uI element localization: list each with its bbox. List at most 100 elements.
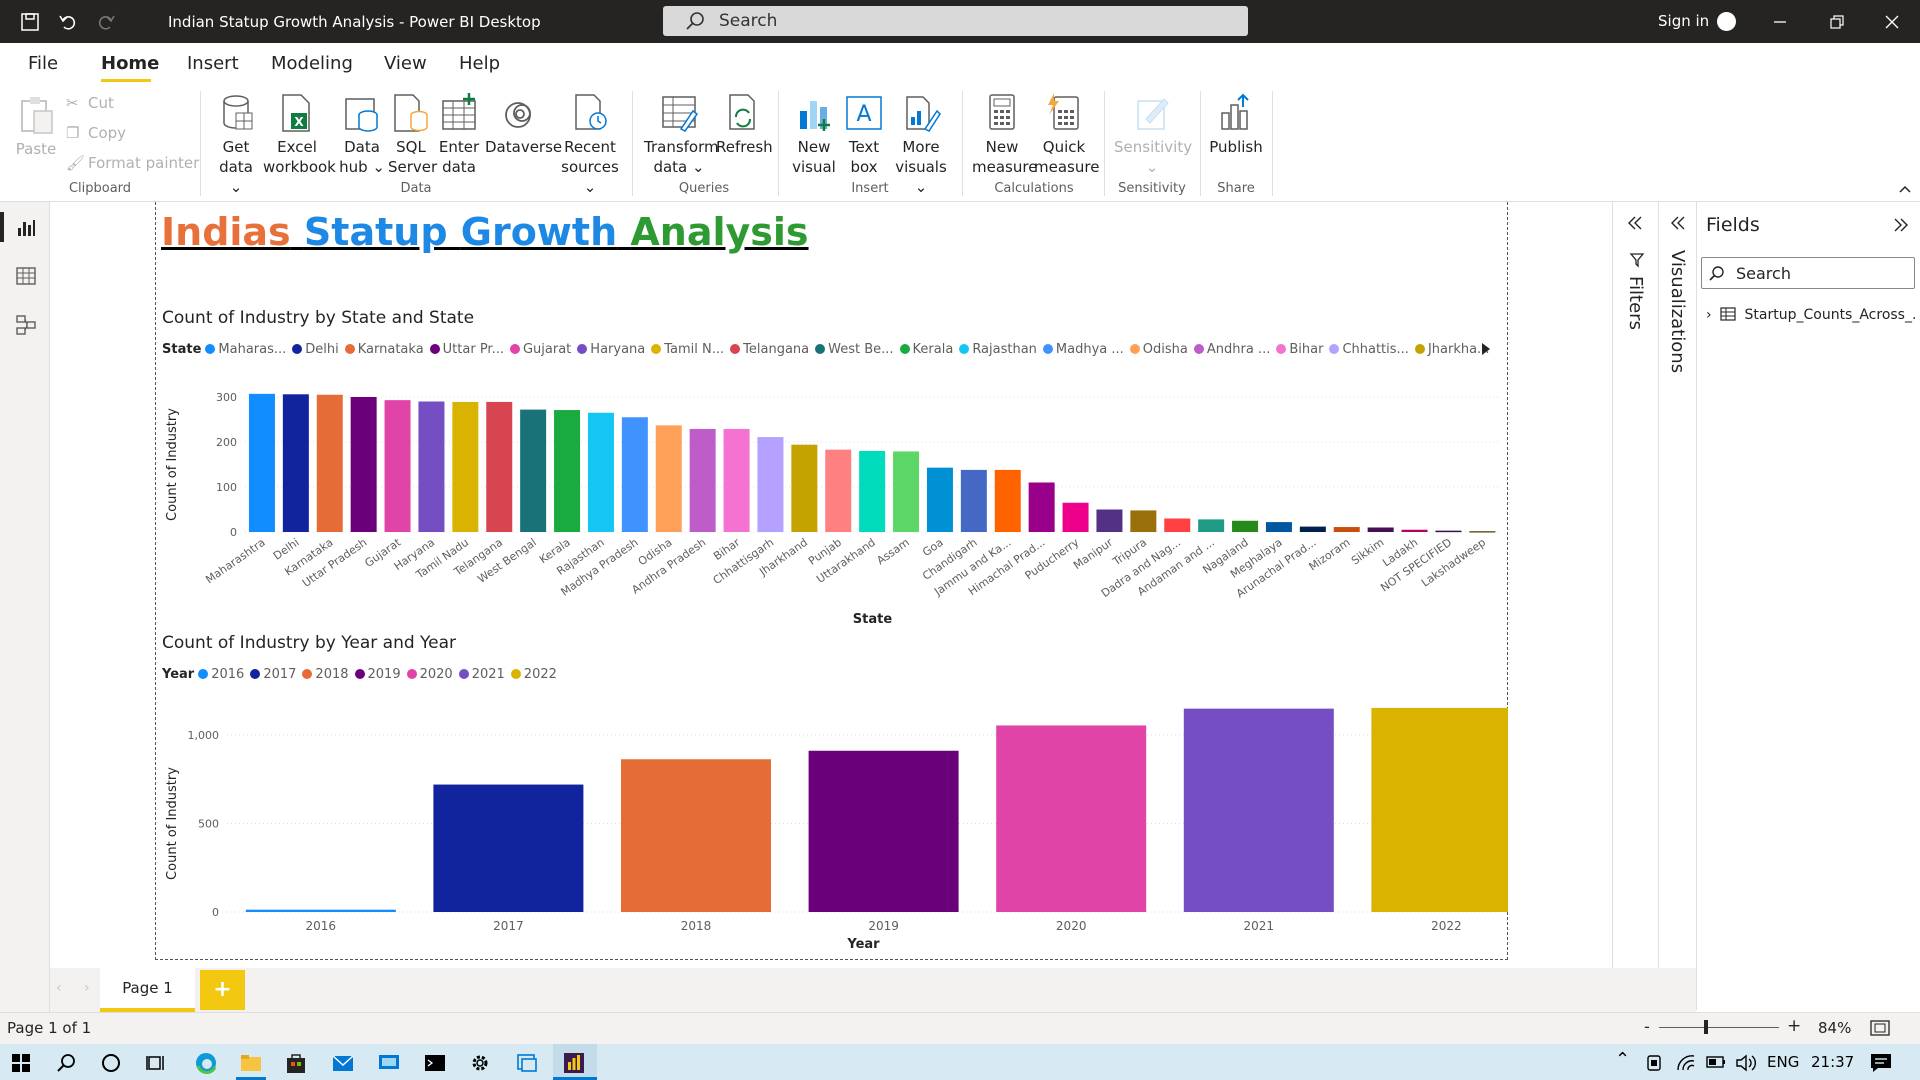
edge-icon[interactable] bbox=[195, 1052, 217, 1074]
fit-to-page-icon[interactable] bbox=[1870, 1020, 1890, 1036]
taskbar-search-icon[interactable] bbox=[56, 1053, 76, 1073]
legend-item[interactable]: Maharas... bbox=[205, 342, 286, 357]
data-view-icon[interactable] bbox=[15, 265, 37, 287]
legend-item[interactable]: 2021 bbox=[458, 667, 505, 682]
sign-in-link[interactable]: Sign in bbox=[1658, 12, 1710, 30]
legend-item[interactable]: Rajasthan bbox=[959, 342, 1037, 357]
data-source-button-6[interactable]: Dataverse bbox=[485, 93, 562, 157]
year-bar-chart[interactable]: 0 500 1,000 2016 2017 2018 2019 2020 2021 2022 Yea… bbox=[155, 690, 1508, 956]
legend-item[interactable]: 2019 bbox=[354, 667, 401, 682]
restore-icon[interactable] bbox=[1829, 14, 1845, 30]
data-source-button-5[interactable]: Enter data bbox=[437, 93, 481, 177]
new-measure-button[interactable]: New measure bbox=[972, 93, 1037, 177]
legend-item[interactable]: Andhra ... bbox=[1193, 342, 1270, 357]
legend-item[interactable]: 2022 bbox=[510, 667, 557, 682]
collapse-filters-icon[interactable] bbox=[1626, 214, 1644, 232]
power-bi-taskbar-icon[interactable] bbox=[563, 1052, 585, 1074]
legend-item[interactable]: West Be... bbox=[815, 342, 894, 357]
data-source-button-1[interactable]: Get data ⌄ bbox=[212, 93, 260, 197]
legend-item[interactable]: Delhi bbox=[292, 342, 339, 357]
battery-saver-icon[interactable] bbox=[1645, 1054, 1663, 1072]
legend-item[interactable]: Odisha bbox=[1129, 342, 1188, 357]
menu-home[interactable]: Home bbox=[101, 53, 160, 74]
menu-insert[interactable]: Insert bbox=[187, 53, 239, 74]
scroll-right-icon[interactable]: › bbox=[84, 980, 90, 996]
remote-desktop-icon[interactable] bbox=[378, 1053, 400, 1073]
legend-item[interactable]: Haryana bbox=[577, 342, 645, 357]
legend-item[interactable]: 2017 bbox=[250, 667, 296, 682]
page-tab-1[interactable]: Page 1 bbox=[100, 968, 195, 1012]
legend-item[interactable]: Gujarat bbox=[509, 342, 571, 357]
cut-button[interactable]: ✂ Cut bbox=[66, 93, 114, 113]
mail-icon[interactable] bbox=[332, 1053, 354, 1073]
legend-item[interactable]: Chhattis... bbox=[1329, 342, 1409, 357]
copy-button[interactable]: ❐ Copy bbox=[66, 123, 126, 143]
model-view-icon[interactable] bbox=[15, 314, 37, 336]
wifi-icon[interactable] bbox=[1676, 1054, 1696, 1072]
zoom-slider-thumb[interactable] bbox=[1703, 1020, 1708, 1034]
scroll-left-icon[interactable]: ‹ bbox=[56, 980, 62, 996]
legend-item[interactable]: Jharkha... bbox=[1414, 342, 1489, 357]
photos-icon[interactable] bbox=[516, 1053, 538, 1073]
more-visuals-button[interactable]: More visuals ⌄ bbox=[890, 93, 952, 197]
legend-item[interactable]: Uttar Pr... bbox=[429, 342, 504, 357]
menu-file[interactable]: File bbox=[28, 53, 59, 74]
undo-icon[interactable] bbox=[58, 12, 78, 32]
quick-measure-button[interactable]: Quick measure bbox=[1034, 93, 1099, 177]
legend-item[interactable]: Bihar bbox=[1276, 342, 1323, 357]
filters-pane[interactable]: Filters bbox=[1612, 202, 1658, 968]
settings-gear-icon[interactable] bbox=[470, 1053, 490, 1073]
data-source-button-3[interactable]: Data hub ⌄ bbox=[336, 93, 388, 177]
language-indicator[interactable]: ENG bbox=[1767, 1053, 1800, 1071]
redo-icon[interactable] bbox=[96, 12, 116, 32]
close-icon[interactable] bbox=[1884, 14, 1900, 30]
text-box-button[interactable]: A Text box bbox=[842, 93, 886, 177]
legend-item[interactable]: 2020 bbox=[406, 667, 453, 682]
menu-view[interactable]: View bbox=[384, 53, 427, 74]
data-source-button-2[interactable]: X Excel workbook bbox=[263, 93, 336, 177]
paste-button[interactable]: Paste bbox=[14, 95, 58, 159]
collapse-fields-icon[interactable] bbox=[1892, 216, 1910, 234]
sensitivity-button[interactable]: Sensitivity ⌄ bbox=[1114, 93, 1192, 177]
notifications-icon[interactable] bbox=[1870, 1053, 1892, 1073]
legend-item[interactable]: Tamil N... bbox=[651, 342, 724, 357]
legend-item[interactable]: Karnataka bbox=[344, 342, 424, 357]
menu-modeling[interactable]: Modeling bbox=[271, 53, 353, 74]
visualizations-pane[interactable]: Visualizations bbox=[1658, 202, 1696, 968]
collapse-ribbon-icon[interactable] bbox=[1898, 183, 1912, 195]
zoom-in-button[interactable]: + bbox=[1787, 1016, 1802, 1036]
year-chart-legend[interactable]: Year 2016 2017 2018 2019 2020 2021 2022 bbox=[162, 667, 563, 682]
minimize-icon[interactable] bbox=[1772, 14, 1788, 30]
avatar[interactable] bbox=[1717, 12, 1736, 31]
legend-item[interactable]: 2016 bbox=[198, 667, 244, 682]
file-explorer-icon[interactable] bbox=[240, 1053, 262, 1073]
new-visual-button[interactable]: New visual bbox=[790, 93, 838, 177]
save-icon[interactable] bbox=[20, 12, 40, 32]
store-icon[interactable] bbox=[286, 1052, 306, 1074]
add-page-button[interactable]: + bbox=[200, 970, 245, 1010]
publish-button[interactable]: Publish bbox=[1208, 93, 1264, 157]
volume-icon[interactable] bbox=[1735, 1054, 1757, 1072]
report-view-icon[interactable] bbox=[15, 216, 37, 238]
clock[interactable]: 21:37 bbox=[1811, 1053, 1855, 1071]
legend-next-arrow-icon[interactable] bbox=[1480, 342, 1492, 356]
legend-item[interactable]: Madhya ... bbox=[1042, 342, 1124, 357]
windows-start-icon[interactable] bbox=[12, 1054, 30, 1072]
format-painter-button[interactable]: 🖌 Format painter bbox=[66, 153, 199, 173]
legend-item[interactable]: 2018 bbox=[302, 667, 349, 682]
transform-data-button[interactable]: Transform data ⌄ bbox=[644, 93, 719, 177]
task-view-icon[interactable] bbox=[146, 1053, 166, 1073]
fields-table-item[interactable]: › Startup_Counts_Across_... bbox=[1706, 306, 1916, 330]
zoom-out-button[interactable]: - bbox=[1644, 1017, 1650, 1036]
zoom-slider-track[interactable] bbox=[1659, 1027, 1779, 1028]
battery-icon[interactable] bbox=[1706, 1055, 1726, 1069]
report-title[interactable]: Indias Statup Growth Analysis bbox=[161, 210, 809, 254]
data-source-button-7[interactable]: Recent sources ⌄ bbox=[560, 93, 620, 197]
expand-visualizations-icon[interactable] bbox=[1669, 214, 1687, 232]
state-chart-legend[interactable]: State Maharas... Delhi Karnataka Uttar Pr...… bbox=[162, 342, 1495, 357]
menu-help[interactable]: Help bbox=[459, 53, 501, 74]
data-source-button-4[interactable]: SQL Server bbox=[388, 93, 437, 177]
cortana-icon[interactable] bbox=[101, 1053, 121, 1073]
fields-search-input[interactable]: Search bbox=[1701, 257, 1915, 289]
terminal-icon[interactable] bbox=[424, 1053, 446, 1073]
